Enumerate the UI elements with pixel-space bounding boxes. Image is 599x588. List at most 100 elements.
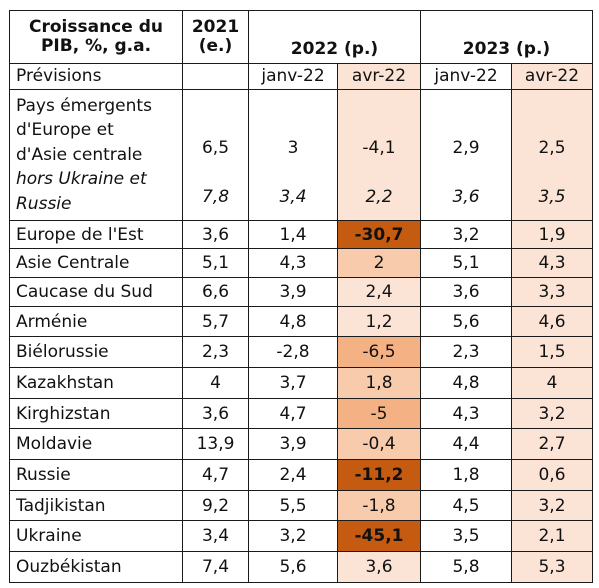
value-cell: -1,8 xyxy=(337,489,421,522)
group-italic-label-line: Russie xyxy=(16,193,72,214)
group-label-line: d'Asie centrale xyxy=(16,144,143,165)
group-row-emerging: Pays émergents d'Europe et d'Asie centrale… xyxy=(9,88,593,221)
subheader-c1 xyxy=(182,63,249,90)
region-row: Caucase du Sud 6,6 3,9 2,4 3,6 3,3 xyxy=(9,277,593,307)
value-cell: 2,4 xyxy=(337,277,421,307)
row-label: Tadjikistan xyxy=(9,489,183,522)
header-2021-line2: (e.) xyxy=(198,36,233,57)
value-cell: -2,8 xyxy=(248,336,338,369)
header-2023: 2023 (p.) xyxy=(420,9,593,65)
region-row: Europe de l'Est 3,6 1,4 -30,7 3,2 1,9 xyxy=(9,219,593,250)
subheader-c2: janv-22 xyxy=(248,63,338,90)
value-cell: 3,6 xyxy=(182,219,249,250)
header-label-cell: Croissance du PIB, %, g.a. xyxy=(9,9,183,65)
group-value-cell: 2,5 3,5 xyxy=(511,88,593,221)
value-cell: 5,7 xyxy=(182,305,249,338)
value-cell: 3,5 xyxy=(420,520,512,553)
main-body: Pays émergents d'Europe et d'Asie centrale… xyxy=(9,88,593,583)
row-label: Biélorussie xyxy=(9,336,183,369)
header-2022: 2022 (p.) xyxy=(248,9,421,65)
value-cell: 4,3 xyxy=(420,397,512,430)
country-row: Ouzbékistan 7,4 5,6 3,6 5,8 5,3 xyxy=(9,551,593,583)
value-cell: 3,6 xyxy=(420,277,512,307)
value-cell: 5,6 xyxy=(248,551,338,583)
group-italic-value: 3,6 xyxy=(452,186,480,207)
value-cell: 4,8 xyxy=(248,305,338,338)
value-cell: 3,9 xyxy=(248,277,338,307)
row-label: Ouzbékistan xyxy=(9,551,183,583)
group-italic-value: 3,5 xyxy=(538,186,566,207)
row-label: Europe de l'Est xyxy=(9,219,183,250)
row-label: Kirghizstan xyxy=(9,397,183,430)
value-cell: -5 xyxy=(337,397,421,430)
value-cell: 3,7 xyxy=(248,367,338,399)
header-2021-line1: 2021 xyxy=(191,17,240,38)
value-cell: 9,2 xyxy=(182,489,249,522)
value-cell: 4,4 xyxy=(420,428,512,461)
group-italic-value: 2,2 xyxy=(365,186,393,207)
value-cell: 1,2 xyxy=(337,305,421,338)
value-cell: 4 xyxy=(511,367,593,399)
value-cell: -11,2 xyxy=(337,459,421,491)
row-label: Ukraine xyxy=(9,520,183,553)
country-row: Biélorussie 2,3 -2,8 -6,5 2,3 1,5 xyxy=(9,336,593,369)
value-cell: 4 xyxy=(182,367,249,399)
header-label-line2: PIB, %, g.a. xyxy=(40,36,152,57)
value-cell: 13,9 xyxy=(182,428,249,461)
value-cell: 5,3 xyxy=(511,551,593,583)
country-row: Kirghizstan 3,6 4,7 -5 4,3 3,2 xyxy=(9,397,593,430)
value-cell: 5,5 xyxy=(248,489,338,522)
value-cell: -30,7 xyxy=(337,219,421,250)
value-cell: 5,6 xyxy=(420,305,512,338)
row-label: Arménie xyxy=(9,305,183,338)
value-cell: 2,3 xyxy=(420,336,512,369)
group-value: 2,5 xyxy=(538,137,566,158)
row-label: Caucase du Sud xyxy=(9,277,183,307)
group-value-cell: 6,5 7,8 xyxy=(182,88,249,221)
group-value-cell: 2,9 3,6 xyxy=(420,88,512,221)
value-cell: 5,1 xyxy=(420,248,512,279)
group-label-line: Pays émergents xyxy=(16,95,152,116)
value-cell: 2,3 xyxy=(182,336,249,369)
value-cell: -6,5 xyxy=(337,336,421,369)
value-cell: 4,3 xyxy=(248,248,338,279)
value-cell: 0,6 xyxy=(511,459,593,491)
value-cell: 1,5 xyxy=(511,336,593,369)
value-cell: 2,4 xyxy=(248,459,338,491)
value-cell: 3,2 xyxy=(511,397,593,430)
group-italic-label-line: hors Ukraine et xyxy=(16,169,147,190)
subheader-c3: avr-22 xyxy=(337,63,421,90)
country-row: Kazakhstan 4 3,7 1,8 4,8 4 xyxy=(9,367,593,399)
country-row: Moldavie 13,9 3,9 -0,4 4,4 2,7 xyxy=(9,428,593,461)
row-label: Asie Centrale xyxy=(9,248,183,279)
group-italic-value: 7,8 xyxy=(201,186,230,207)
value-cell: 4,7 xyxy=(248,397,338,430)
row-label: Kazakhstan xyxy=(9,367,183,399)
subheader-c4: janv-22 xyxy=(420,63,512,90)
value-cell: 5,1 xyxy=(182,248,249,279)
value-cell: -0,4 xyxy=(337,428,421,461)
subheader-label: Prévisions xyxy=(9,63,183,90)
group-value-cell: 3 3,4 xyxy=(248,88,338,221)
value-cell: 3,2 xyxy=(420,219,512,250)
value-cell: 3,6 xyxy=(182,397,249,430)
value-cell: 2,1 xyxy=(511,520,593,553)
value-cell: 1,4 xyxy=(248,219,338,250)
row-label: Russie xyxy=(9,459,183,491)
value-cell: 6,6 xyxy=(182,277,249,307)
value-cell: 3,9 xyxy=(248,428,338,461)
value-cell: 4,3 xyxy=(511,248,593,279)
value-cell: -45,1 xyxy=(337,520,421,553)
value-cell: 4,7 xyxy=(182,459,249,491)
group-value: 2,9 xyxy=(452,137,480,158)
growth-forecast-table: Croissance du PIB, %, g.a. 2021 (e.) 202… xyxy=(9,9,593,583)
group-italic-value: 3,4 xyxy=(279,186,307,207)
group-label-line: d'Europe et xyxy=(16,120,114,141)
country-row: Arménie 5,7 4,8 1,2 5,6 4,6 xyxy=(9,305,593,338)
value-cell: 4,5 xyxy=(420,489,512,522)
country-row: Tadjikistan 9,2 5,5 -1,8 4,5 3,2 xyxy=(9,489,593,522)
subheader-c5: avr-22 xyxy=(511,63,593,90)
group-label: Pays émergents d'Europe et d'Asie centrale… xyxy=(9,88,183,221)
value-cell: 3,2 xyxy=(511,489,593,522)
group-value: -4,1 xyxy=(362,137,396,158)
